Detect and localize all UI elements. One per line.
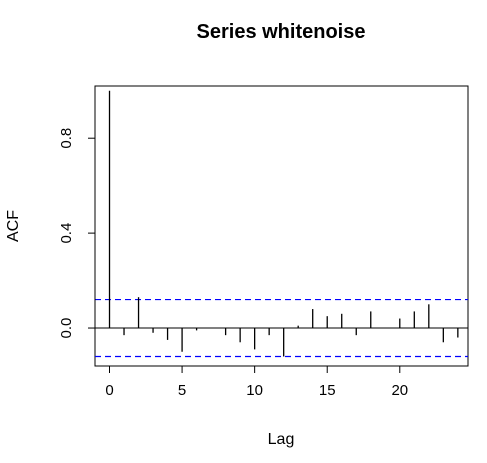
x-tick-label: 0 [105, 382, 113, 399]
x-tick-label: 15 [319, 382, 336, 399]
y-tick-label: 0.8 [58, 128, 75, 149]
chart-title: Series whitenoise [197, 21, 366, 43]
x-tick-label: 10 [246, 382, 263, 399]
confidence-bounds [95, 298, 468, 358]
x-tick-label: 5 [178, 382, 186, 399]
x-axis-label: Lag [268, 431, 295, 448]
y-tick-label: 0.0 [58, 318, 75, 339]
y-tick-label: 0.4 [58, 223, 75, 244]
x-axis: 0 5 10 15 20 [105, 365, 408, 399]
x-tick-label: 20 [391, 382, 408, 399]
plot-frame [94, 85, 469, 367]
acf-spikes [108, 90, 459, 357]
y-axis: 0.0 0.4 0.8 [58, 128, 96, 339]
y-axis-label: ACF [5, 210, 22, 242]
